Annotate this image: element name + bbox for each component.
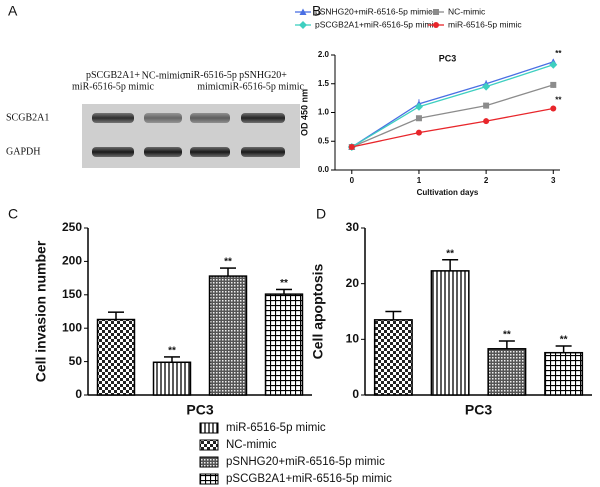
panel-label: C [8, 206, 18, 222]
y-tick-label: 30 [346, 220, 360, 234]
y-tick-label: 2.0 [318, 50, 330, 59]
bar [373, 319, 413, 396]
legend-swatch [199, 439, 219, 451]
x-tick-label: PC3 [186, 402, 213, 418]
y-tick-label: 100 [62, 320, 82, 334]
y-tick-label: 10 [346, 332, 360, 346]
marker [414, 102, 423, 111]
y-tick-label: 20 [346, 276, 360, 290]
row-label: GAPDH [6, 146, 40, 157]
y-tick-label: 250 [62, 220, 82, 234]
bar [430, 270, 470, 396]
bar [264, 293, 304, 396]
chart-title: PC3 [439, 53, 457, 63]
column-label: NC-mimic [142, 70, 185, 81]
legend-label: pSNHG20+miR-6516-5p mimic [315, 6, 433, 16]
blot-band [241, 113, 285, 123]
legend-swatch [199, 456, 219, 468]
blot-band [92, 113, 134, 123]
x-axis-label: Cultivation days [417, 188, 479, 197]
y-axis-label: Cell apoptosis [310, 263, 326, 359]
series-line [351, 84, 554, 148]
column-label: miR-6516-5p mimic [183, 70, 237, 93]
marker [348, 144, 355, 150]
blot-band [144, 113, 182, 123]
y-tick-label: 0.5 [318, 136, 330, 145]
blot-band [144, 147, 182, 157]
marker [549, 60, 558, 69]
significance-label: ** [555, 49, 562, 58]
legend-label: pSNHG20+miR-6516-5p mimic [226, 456, 385, 468]
marker [415, 129, 422, 136]
blot-band [241, 147, 285, 157]
y-tick-label: 0.0 [318, 165, 330, 174]
legend-label: miR-6516-5p mimic [226, 422, 326, 434]
bar [487, 348, 527, 396]
marker [299, 8, 307, 15]
significance-label: ** [503, 330, 511, 341]
panel-label: A [8, 3, 18, 19]
marker [433, 9, 439, 15]
blot-band [190, 113, 230, 123]
legend-label: NC-mimic [448, 6, 486, 16]
legend-label: pSCGB2A1+miR-6516-5p mimic [226, 473, 392, 485]
y-axis-label: Cell invasion number [33, 240, 49, 382]
legend-swatch [199, 473, 219, 485]
marker [299, 21, 307, 29]
significance-label: ** [280, 278, 288, 289]
significance-label: ** [560, 335, 568, 346]
panel-label: D [316, 206, 326, 222]
series-line [351, 64, 554, 148]
y-tick-label: 1.5 [318, 79, 330, 88]
x-tick-label: 1 [417, 176, 422, 185]
legend-label: NC-mimic [226, 439, 277, 451]
marker [415, 115, 422, 122]
blot-band [92, 147, 134, 157]
marker [483, 118, 490, 125]
y-tick-label: 0 [352, 387, 359, 401]
marker [550, 81, 557, 88]
y-tick-label: 1.0 [318, 108, 330, 117]
significance-label: ** [224, 257, 232, 268]
bar [208, 275, 248, 396]
significance-label: ** [446, 248, 454, 259]
marker [433, 22, 439, 28]
x-tick-label: 0 [350, 176, 355, 185]
marker [482, 82, 491, 91]
panel-label: B [312, 3, 321, 19]
significance-label: ** [555, 96, 562, 105]
significance-label: ** [168, 346, 176, 357]
x-tick-label: PC3 [465, 402, 492, 418]
marker [483, 102, 490, 109]
y-tick-label: 150 [62, 287, 82, 301]
y-tick-label: 0 [75, 387, 82, 401]
x-tick-label: 2 [484, 176, 489, 185]
series-line [351, 107, 554, 148]
x-tick-label: 3 [551, 176, 556, 185]
row-label: SCGB2A1 [6, 112, 49, 123]
marker [550, 105, 557, 112]
column-label: pSCGB2A1+ miR-6516-5p mimic [72, 70, 155, 93]
series-line [351, 61, 554, 148]
bar [96, 318, 136, 396]
column-label: pSNHG20+ miR-6516-5p mimic [222, 70, 305, 93]
y-axis-label: OD 450 nm [299, 89, 309, 136]
blot-band [190, 147, 230, 157]
bar [152, 361, 192, 396]
legend-label: miR-6516-5p mimic [448, 19, 522, 29]
y-tick-label: 50 [69, 354, 83, 368]
y-tick-label: 200 [62, 254, 82, 268]
legend-label: pSCGB2A1+miR-6516-5p mimic [315, 19, 438, 29]
legend-swatch [199, 422, 219, 434]
bar [544, 351, 584, 396]
